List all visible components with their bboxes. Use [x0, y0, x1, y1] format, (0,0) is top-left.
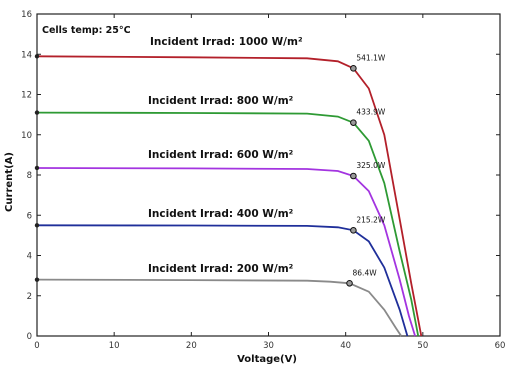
cells-temp-note: Cells temp: 25°C [42, 25, 131, 36]
isc-point [34, 277, 40, 282]
iv-curve-series-5 [36, 278, 402, 337]
max-power-point [346, 279, 353, 287]
max-power-point [350, 119, 357, 126]
isc-point [34, 165, 40, 171]
isc-point [34, 110, 40, 115]
iv-curve-series-1 [36, 55, 423, 337]
max-power-label: 433.9W [356, 108, 385, 117]
y-tick-label: 2 [27, 292, 32, 302]
axis-frame: 0 10 20 30 40 50 60 0 2 4 6 8 10 12 14 16 [21, 10, 505, 351]
y-tick-label: 0 [27, 332, 32, 342]
y-tick-label: 6 [27, 211, 32, 221]
x-tick-label: 10 [109, 341, 120, 351]
x-tick-label: 20 [186, 341, 197, 351]
curves-layer [34, 54, 423, 337]
x-axis-label: Voltage(V) [237, 354, 297, 365]
isc-point [34, 54, 40, 59]
irradiance-label: Incident Irrad: 600 W/m² [148, 149, 294, 161]
irradiance-label: Incident Irrad: 400 W/m² [148, 208, 294, 220]
labels-layer: 541.1W Incident Irrad: 1000 W/m² 433.9W Inc… [148, 36, 386, 277]
x-tick-label: 50 [417, 341, 428, 351]
y-tick-label: 8 [27, 171, 32, 181]
irradiance-label: Incident Irrad: 800 W/m² [148, 95, 294, 107]
max-power-label: 215.2W [356, 215, 385, 224]
x-tick-label: 0 [34, 341, 39, 351]
irradiance-label: Incident Irrad: 1000 W/m² [150, 36, 303, 48]
irradiance-label: Incident Irrad: 200 W/m² [148, 263, 294, 275]
max-power-point [350, 227, 357, 234]
y-tick-label: 10 [21, 131, 32, 141]
y-tick-label: 4 [27, 252, 32, 262]
max-power-point [350, 172, 357, 180]
iv-curve-series-3 [36, 167, 416, 337]
isc-point [34, 223, 40, 228]
max-power-point [350, 65, 357, 72]
x-tick-label: 40 [340, 341, 351, 351]
x-tick-label: 30 [263, 341, 274, 351]
iv-curve-series-2 [36, 111, 420, 337]
y-tick-label: 14 [21, 50, 32, 60]
y-axis-label: Current(A) [4, 152, 15, 212]
max-power-label: 325.0W [356, 161, 385, 170]
y-tick-label: 16 [21, 10, 32, 20]
max-power-label: 541.1W [356, 53, 385, 62]
x-tick-label: 60 [495, 341, 506, 351]
max-power-label: 86.4W [353, 268, 378, 277]
plot-frame [36, 13, 501, 337]
y-tick-label: 12 [21, 91, 32, 101]
